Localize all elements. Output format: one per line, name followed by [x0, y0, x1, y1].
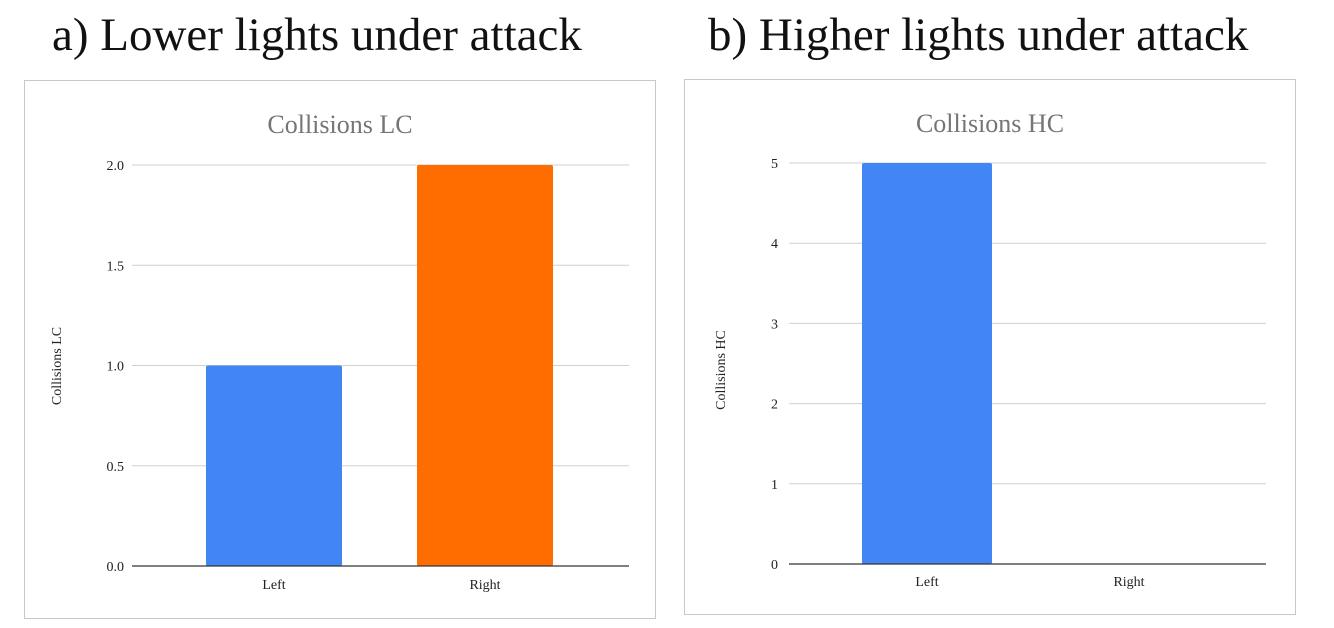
chart-b-y-tick-label: 5: [771, 157, 778, 172]
chart-b-y-tick-label: 4: [771, 237, 778, 252]
chart-a-bar-right: [417, 165, 553, 566]
chart-b-svg: Collisions HC 0 1 2 3 4 5 Left Right Collisions H…: [714, 109, 1266, 590]
chart-a-category-label: Left: [262, 578, 285, 593]
chart-a-y-tick-label: 1.0: [107, 360, 125, 375]
chart-panel-a: Collisions LC 0.0 0.5 1.0 1.5 2.0 Left Right Col…: [24, 80, 656, 619]
chart-b-y-tick-label: 1: [771, 478, 778, 493]
chart-b-y-tick-label: 3: [771, 317, 778, 332]
chart-b-category-label: Left: [915, 575, 938, 590]
chart-b-bar-left: [862, 163, 992, 564]
chart-a-y-tick-label: 2.0: [107, 159, 125, 174]
chart-a-bar-left: [206, 365, 342, 566]
chart-b-y-tick-label: 2: [771, 398, 778, 413]
chart-a-category-label: Right: [469, 578, 500, 593]
chart-a-y-axis-label: Collisions LC: [50, 327, 65, 405]
chart-b-title: Collisions HC: [916, 109, 1064, 138]
chart-b-y-axis-label: Collisions HC: [714, 330, 729, 410]
chart-a-y-tick-label: 1.5: [107, 259, 125, 274]
panel-a-heading: a) Lower lights under attack: [52, 9, 582, 61]
panel-b-heading: b) Higher lights under attack: [708, 9, 1249, 61]
chart-a-title: Collisions LC: [267, 110, 412, 139]
chart-b-y-tick-label: 0: [771, 558, 778, 573]
chart-b-category-label: Right: [1113, 575, 1144, 590]
chart-panel-b: Collisions HC 0 1 2 3 4 5 Left Right Collisions H…: [684, 79, 1296, 615]
chart-a-y-tick-label: 0.0: [107, 560, 125, 575]
chart-a-svg: Collisions LC 0.0 0.5 1.0 1.5 2.0 Left Right Col…: [50, 110, 629, 593]
chart-a-y-tick-label: 0.5: [107, 460, 125, 475]
